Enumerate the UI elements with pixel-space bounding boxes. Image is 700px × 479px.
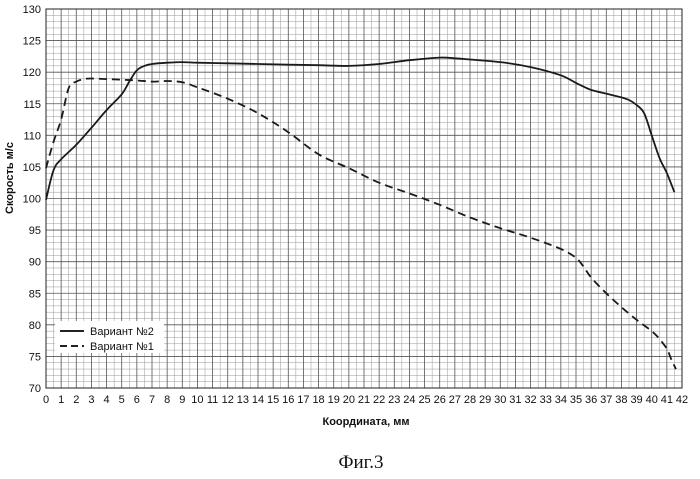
- y-tick-label: 75: [29, 351, 41, 363]
- x-tick-label: 20: [343, 394, 355, 406]
- x-tick-label: 34: [555, 394, 567, 406]
- x-tick-label: 41: [661, 394, 673, 406]
- series-line-variant-2: [46, 58, 674, 200]
- y-tick-label: 120: [23, 67, 41, 79]
- y-tick-label: 105: [23, 162, 41, 174]
- x-tick-label: 28: [464, 394, 476, 406]
- x-tick-label: 3: [88, 394, 94, 406]
- x-tick-label: 40: [646, 394, 658, 406]
- x-tick-label: 33: [540, 394, 552, 406]
- x-tick-label: 4: [104, 394, 110, 406]
- y-tick-label: 80: [29, 320, 41, 332]
- x-tick-label: 16: [282, 394, 294, 406]
- y-tick-label: 125: [23, 36, 41, 48]
- x-tick-label: 10: [191, 394, 203, 406]
- x-tick-label: 38: [615, 394, 627, 406]
- y-tick-label: 90: [29, 257, 41, 269]
- y-tick-label: 85: [29, 288, 41, 300]
- x-tick-label: 35: [570, 394, 582, 406]
- x-tick-label: 19: [328, 394, 340, 406]
- x-tick-label: 31: [509, 394, 521, 406]
- x-tick-label: 36: [585, 394, 597, 406]
- x-tick-label: 42: [676, 394, 688, 406]
- x-axis-tick-labels: 0123456789101112131415161718192021222324…: [43, 394, 688, 406]
- x-tick-label: 29: [479, 394, 491, 406]
- x-axis-title: Координата, мм: [323, 416, 410, 428]
- y-tick-label: 70: [29, 383, 41, 395]
- x-tick-label: 15: [267, 394, 279, 406]
- y-tick-label: 110: [23, 130, 41, 142]
- x-tick-label: 17: [297, 394, 309, 406]
- x-tick-label: 18: [312, 394, 324, 406]
- x-tick-label: 6: [134, 394, 140, 406]
- x-tick-label: 32: [524, 394, 536, 406]
- figure-caption: Фиг.3: [338, 452, 383, 473]
- y-tick-label: 130: [23, 4, 41, 16]
- x-tick-label: 37: [600, 394, 612, 406]
- y-axis-tick-labels: 70 75 80 85 90 95 100 105 110 115 120 125 130: [23, 4, 41, 395]
- x-tick-label: 9: [179, 394, 185, 406]
- legend: Вариант №2 Вариант №1: [55, 321, 164, 353]
- y-tick-label: 100: [23, 194, 41, 206]
- x-tick-label: 22: [373, 394, 385, 406]
- y-axis-title: Скорость м/с: [4, 142, 16, 214]
- x-tick-label: 23: [388, 394, 400, 406]
- x-tick-label: 7: [149, 394, 155, 406]
- x-tick-label: 25: [418, 394, 430, 406]
- x-tick-label: 26: [434, 394, 446, 406]
- x-tick-label: 39: [630, 394, 642, 406]
- x-tick-label: 2: [73, 394, 79, 406]
- x-tick-label: 1: [58, 394, 64, 406]
- x-tick-label: 24: [403, 394, 415, 406]
- x-tick-label: 11: [207, 394, 218, 406]
- x-tick-label: 8: [164, 394, 170, 406]
- y-tick-label: 115: [23, 99, 41, 111]
- x-tick-label: 12: [222, 394, 234, 406]
- x-tick-label: 30: [494, 394, 506, 406]
- x-tick-label: 14: [252, 394, 264, 406]
- x-tick-label: 13: [237, 394, 249, 406]
- legend-label-variant-1: Вариант №1: [90, 341, 154, 353]
- x-tick-label: 0: [43, 394, 49, 406]
- x-tick-label: 27: [449, 394, 461, 406]
- y-tick-label: 95: [29, 225, 41, 237]
- x-tick-label: 21: [358, 394, 370, 406]
- x-tick-label: 5: [119, 394, 125, 406]
- legend-label-variant-2: Вариант №2: [90, 326, 154, 338]
